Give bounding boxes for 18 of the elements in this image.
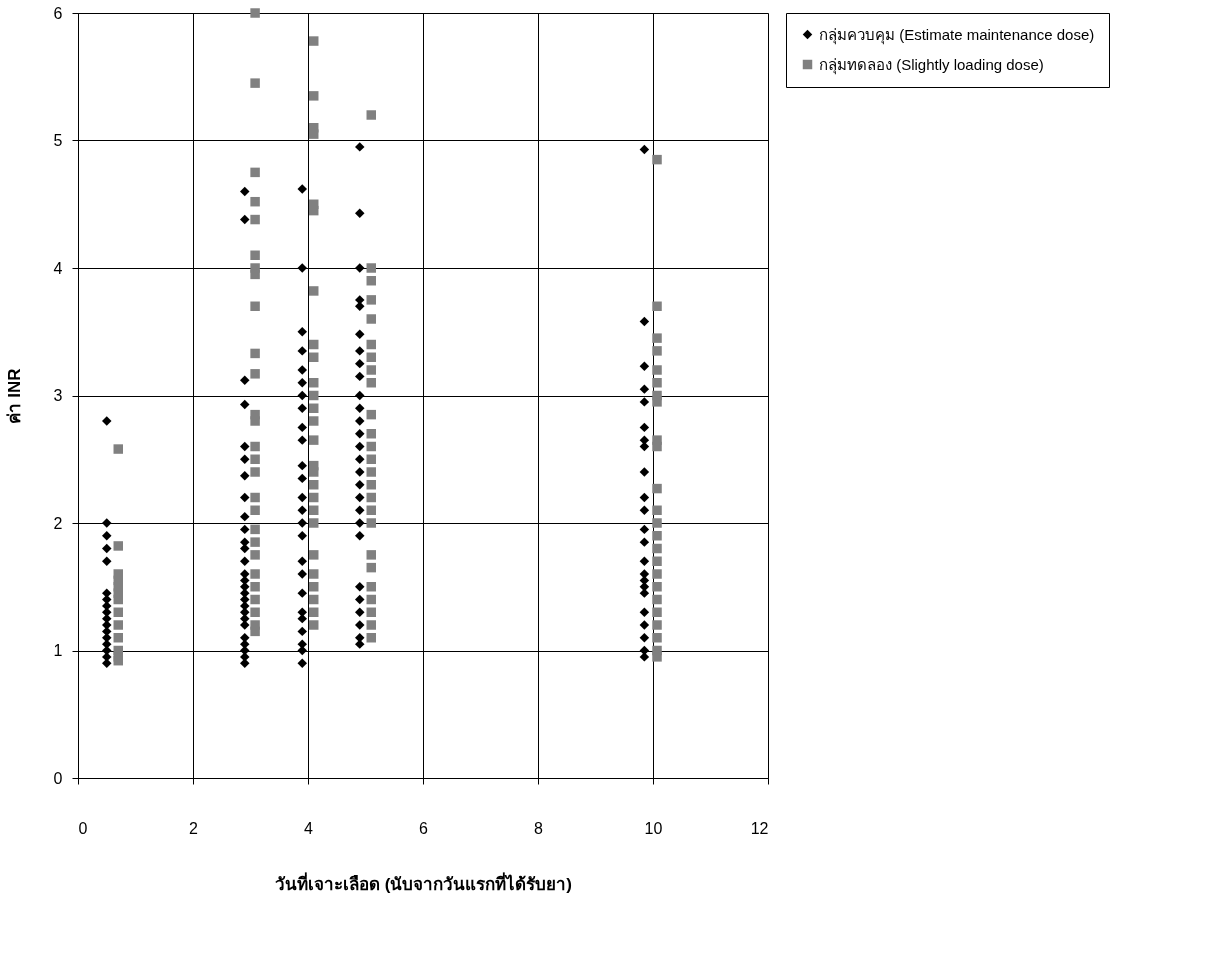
y-tick-label: 6 bbox=[53, 4, 63, 22]
x-tick-label: 4 bbox=[304, 819, 314, 837]
x-tick-label: 8 bbox=[534, 819, 544, 837]
x-tick-label: 6 bbox=[419, 819, 429, 837]
y-tick-label: 5 bbox=[53, 132, 63, 149]
x-tick-label: 0 bbox=[78, 819, 88, 837]
y-tick-label: 1 bbox=[53, 642, 63, 659]
y-tick-label: 4 bbox=[53, 259, 63, 277]
y-tick-label: 2 bbox=[53, 514, 63, 532]
legend-label: กลุ่มทดลอง (Slightly loading dose) bbox=[819, 55, 1044, 75]
x-axis-title: วันที่เจาะเลือด (นับจากวันแรกที่ได้รับยา) bbox=[274, 871, 573, 894]
y-axis-title: ค่า INR bbox=[4, 368, 24, 424]
x-tick-label: 2 bbox=[189, 819, 199, 837]
y-tick-label: 3 bbox=[53, 387, 63, 404]
y-tick-label: 0 bbox=[53, 769, 63, 787]
x-tick-label: 10 bbox=[644, 819, 663, 837]
x-tick-label: 12 bbox=[750, 819, 769, 837]
legend-label: กลุ่มควบคุม (Estimate maintenance dose) bbox=[819, 25, 1095, 45]
